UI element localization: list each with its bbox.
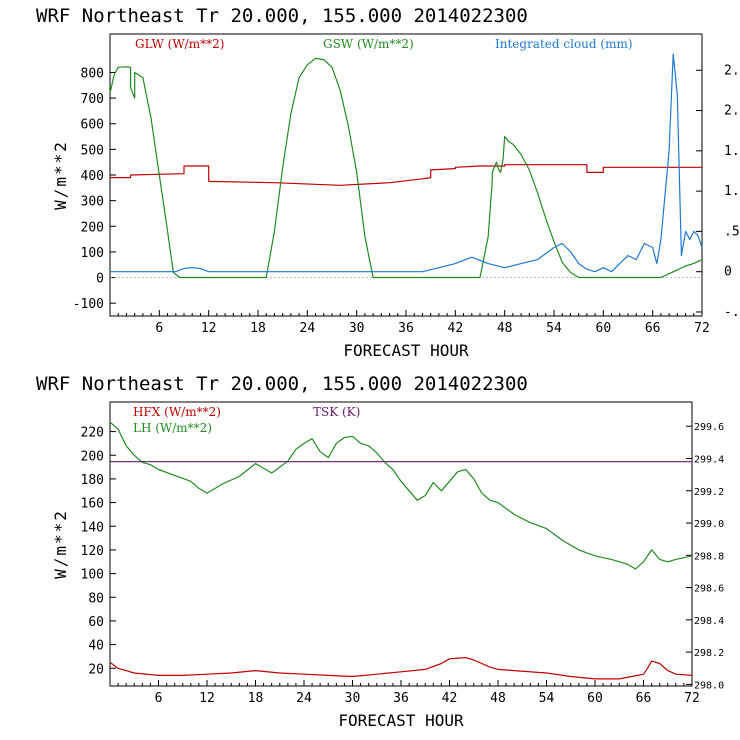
y-tick-label: 100 [81,246,104,261]
y2-tick-label: 1.5 [724,144,740,159]
x-tick-label: 30 [345,691,361,706]
top-panel: WRF Northeast Tr 20.000, 155.000 2014022… [36,5,740,360]
y-tick-label: 80 [88,591,104,606]
y-axis-label: W/m**2 [51,140,70,210]
x-tick-label: 36 [398,321,414,336]
series-line-glw [110,164,702,186]
y2-tick-label: 1.0 [724,184,740,199]
y2-tick-label: 299.4 [694,454,724,465]
x-tick-label: 54 [539,691,555,706]
y-tick-label: 100 [81,568,104,583]
plot-frame [109,401,693,687]
legend-entry: GSW (W/m**2) [323,37,414,51]
y-tick-label: 0 [96,272,104,287]
plot-frame [109,33,703,317]
y2-tick-label: 299.2 [694,487,724,498]
x-tick-label: 18 [250,321,266,336]
y2-tick-label: 0 [724,265,732,280]
x-tick-label: 54 [546,321,562,336]
y-tick-label: -100 [73,297,104,312]
legend-entry: LH (W/m**2) [133,421,212,435]
y-tick-label: 700 [81,92,104,107]
x-tick-label: 42 [448,321,464,336]
y-tick-label: 300 [81,195,104,210]
series-line-gsw [109,57,703,279]
x-tick-label: 24 [296,691,312,706]
y2-tick-label: 298.6 [694,584,724,595]
y-tick-label: 500 [81,143,104,158]
series-line-hfx [109,656,693,680]
y2-tick-label: -.5 [724,305,740,320]
y2-tick-label: 2.5 [724,63,740,78]
y-tick-label: 160 [81,497,104,512]
y2-tick-label: 298.8 [694,551,724,562]
y2-tick-label: 298.2 [694,648,724,659]
y2-tick-label: 299.0 [694,519,724,530]
x-tick-label: 36 [393,691,409,706]
y-tick-label: 40 [88,639,104,654]
x-tick-label: 24 [300,321,316,336]
y2-tick-label: 298.0 [694,680,724,691]
x-tick-label: 66 [645,321,661,336]
y-tick-label: 800 [81,66,104,81]
legend-entry: HFX (W/m**2) [133,405,221,419]
x-axis-label: FORECAST HOUR [343,341,469,360]
legend-entry: Integrated cloud (mm) [495,37,633,51]
chart-title: WRF Northeast Tr 20.000, 155.000 2014022… [36,5,528,27]
y-tick-label: 120 [81,544,104,559]
y-tick-label: 220 [81,426,104,441]
x-tick-label: 12 [201,321,217,336]
x-tick-label: 18 [248,691,264,706]
x-tick-label: 72 [684,691,700,706]
y-axis-label: W/m**2 [51,509,70,579]
x-axis-label: FORECAST HOUR [338,711,464,730]
legend-entry: TSK (K) [313,405,360,419]
x-tick-label: 6 [155,691,163,706]
y-tick-label: 200 [81,220,104,235]
x-tick-label: 30 [349,321,365,336]
y-tick-label: 400 [81,169,104,184]
x-tick-label: 48 [497,321,513,336]
y-tick-label: 180 [81,473,104,488]
y2-tick-label: 298.4 [694,616,724,627]
series-line-lh [109,421,693,570]
y-tick-label: 600 [81,118,104,133]
x-tick-label: 42 [442,691,458,706]
y-tick-label: 20 [88,662,104,677]
y-tick-label: 60 [88,615,104,630]
x-tick-label: 12 [199,691,215,706]
x-tick-label: 60 [587,691,603,706]
x-tick-label: 72 [694,321,710,336]
y-tick-label: 200 [81,449,104,464]
x-tick-label: 66 [636,691,652,706]
legend-entry: GLW (W/m**2) [135,37,224,51]
y2-tick-label: .5 [724,224,740,239]
x-tick-label: 6 [155,321,163,336]
x-tick-label: 60 [596,321,612,336]
y2-tick-label: 299.6 [694,422,724,433]
bottom-panel: WRF Northeast Tr 20.000, 155.000 2014022… [36,373,724,730]
series-line-integrated [110,53,703,273]
chart-title: WRF Northeast Tr 20.000, 155.000 2014022… [36,373,528,395]
x-tick-label: 48 [490,691,506,706]
y2-tick-label: 2.0 [724,104,740,119]
y-tick-label: 140 [81,520,104,535]
